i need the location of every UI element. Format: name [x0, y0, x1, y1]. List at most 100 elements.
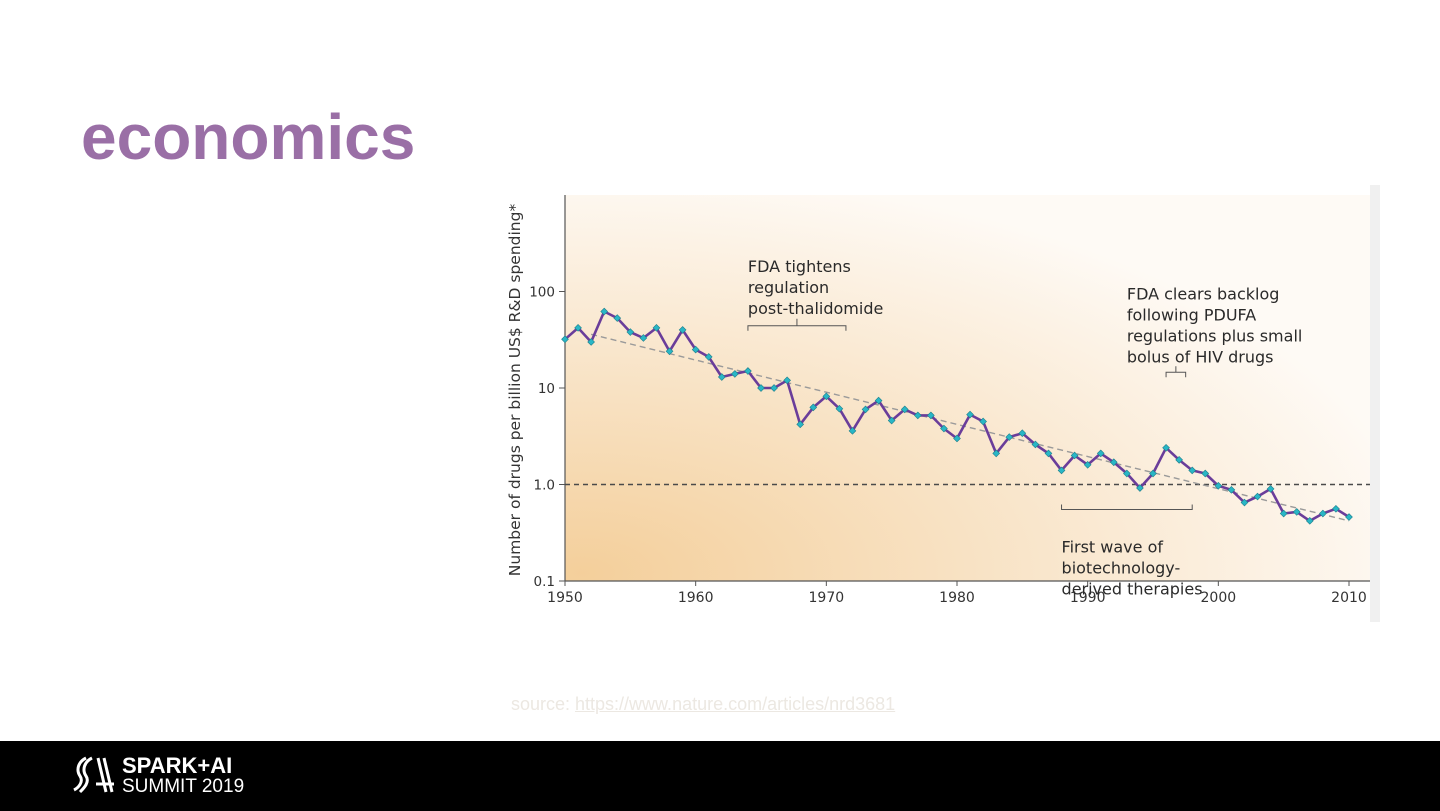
- x-tick-label: 2010: [1331, 590, 1367, 606]
- data-point: [561, 335, 569, 344]
- data-point: [639, 334, 648, 342]
- annotation-bracket: [1061, 504, 1193, 511]
- data-point: [731, 370, 739, 378]
- slide-title: economics: [81, 101, 416, 173]
- data-point: [874, 396, 883, 405]
- source-note: source: https://www.nature.com/articles/…: [511, 694, 895, 715]
- y-tick-label: 1.0: [534, 478, 555, 494]
- data-point: [770, 384, 778, 392]
- annotation-text: regulations plus small: [1127, 326, 1302, 345]
- data-point: [1332, 504, 1340, 513]
- data-point: [953, 434, 961, 443]
- data-point: [809, 403, 818, 412]
- data-point: [979, 417, 987, 426]
- data-point: [691, 345, 700, 354]
- data-point: [1057, 466, 1066, 475]
- source-link[interactable]: https://www.nature.com/articles/nrd3681: [575, 694, 896, 714]
- data-point: [1083, 460, 1092, 469]
- data-point: [900, 405, 909, 414]
- spark-ai-summit-logo: SPARK+AI SUMMIT 2019: [72, 754, 272, 799]
- data-point: [796, 420, 805, 429]
- data-point: [678, 326, 687, 334]
- data-point: [940, 424, 948, 433]
- data-point: [927, 411, 935, 420]
- data-point: [1018, 429, 1027, 438]
- data-point: [1345, 513, 1353, 521]
- data-point: [1162, 443, 1170, 452]
- y-tick-label: 100: [529, 285, 555, 301]
- x-tick-label: 1950: [547, 590, 583, 606]
- data-point: [1044, 449, 1053, 458]
- data-point: [1005, 433, 1014, 441]
- right-strip: [1370, 185, 1380, 622]
- trend-line: [590, 333, 1350, 522]
- y-tick-label: 10: [538, 381, 555, 397]
- x-tick-label: 1970: [809, 590, 845, 606]
- y-tick-label: 0.1: [534, 574, 555, 590]
- data-point: [600, 307, 609, 316]
- data-point: [1319, 509, 1327, 518]
- data-point: [626, 328, 635, 336]
- spark-logo-icon: [73, 756, 114, 794]
- data-point: [1109, 458, 1118, 467]
- annotation-text: FDA clears backlog: [1127, 284, 1280, 303]
- data-point: [887, 416, 896, 425]
- data-point: [717, 373, 726, 381]
- annotation-text: post-thalidomide: [748, 299, 883, 318]
- annotation-text: bolus of HIV drugs: [1127, 347, 1274, 366]
- data-point: [1240, 498, 1249, 507]
- data-point: [665, 347, 674, 356]
- annotation-text: regulation: [748, 278, 829, 297]
- annotation-text: biotechnology-: [1062, 559, 1181, 578]
- data-point: [1096, 449, 1105, 458]
- data-point: [757, 384, 765, 392]
- chart-svg: Number of drugs per billion US$ R&D spen…: [500, 185, 1380, 622]
- data-point: [822, 392, 831, 401]
- annotation-text: FDA tightens: [748, 257, 851, 276]
- y-axis-label: Number of drugs per billion US$ R&D spen…: [506, 204, 524, 577]
- logo-line1: SPARK+AI: [122, 753, 233, 778]
- data-point: [1070, 451, 1079, 460]
- data-point: [783, 376, 791, 385]
- annotation-bracket: [1165, 366, 1187, 378]
- data-point: [1305, 517, 1314, 525]
- data-point: [704, 353, 713, 361]
- data-point: [992, 449, 1001, 458]
- data-point: [1253, 492, 1262, 501]
- data-point: [744, 367, 752, 375]
- data-point: [1279, 509, 1288, 518]
- plot-area: [565, 195, 1370, 581]
- data-point: [1149, 469, 1157, 478]
- data-point: [1136, 484, 1144, 492]
- source-prefix: source:: [511, 694, 576, 714]
- data-point: [913, 411, 922, 420]
- x-tick-label: 1960: [678, 590, 714, 606]
- data-point: [652, 324, 661, 332]
- data-point: [574, 324, 582, 332]
- annotation-text: derived therapies: [1062, 580, 1203, 599]
- data-point: [1266, 485, 1275, 493]
- data-point: [1175, 456, 1183, 464]
- chart: Number of drugs per billion US$ R&D spen…: [500, 185, 1380, 622]
- x-tick-label: 1990: [1070, 590, 1106, 606]
- data-point: [1214, 481, 1223, 490]
- data-point: [1188, 466, 1197, 475]
- x-tick-label: 1980: [939, 590, 975, 606]
- annotation-bracket: [747, 318, 847, 331]
- data-point: [861, 405, 870, 414]
- data-point: [835, 404, 844, 413]
- annotation-text: First wave of: [1062, 538, 1164, 557]
- data-point: [613, 314, 622, 322]
- data-point: [1227, 486, 1236, 494]
- data-point: [848, 426, 857, 435]
- data-point: [966, 410, 974, 419]
- data-point: [1201, 469, 1210, 478]
- footer-bar: SPARK+AI SUMMIT 2019: [0, 741, 1440, 811]
- data-point: [1123, 469, 1131, 478]
- logo-line2: SUMMIT 2019: [122, 776, 245, 797]
- annotation-text: following PDUFA: [1127, 305, 1256, 324]
- x-tick-label: 2000: [1201, 590, 1237, 606]
- data-point: [1031, 440, 1040, 449]
- data-point: [1292, 508, 1301, 516]
- data-point: [587, 338, 595, 346]
